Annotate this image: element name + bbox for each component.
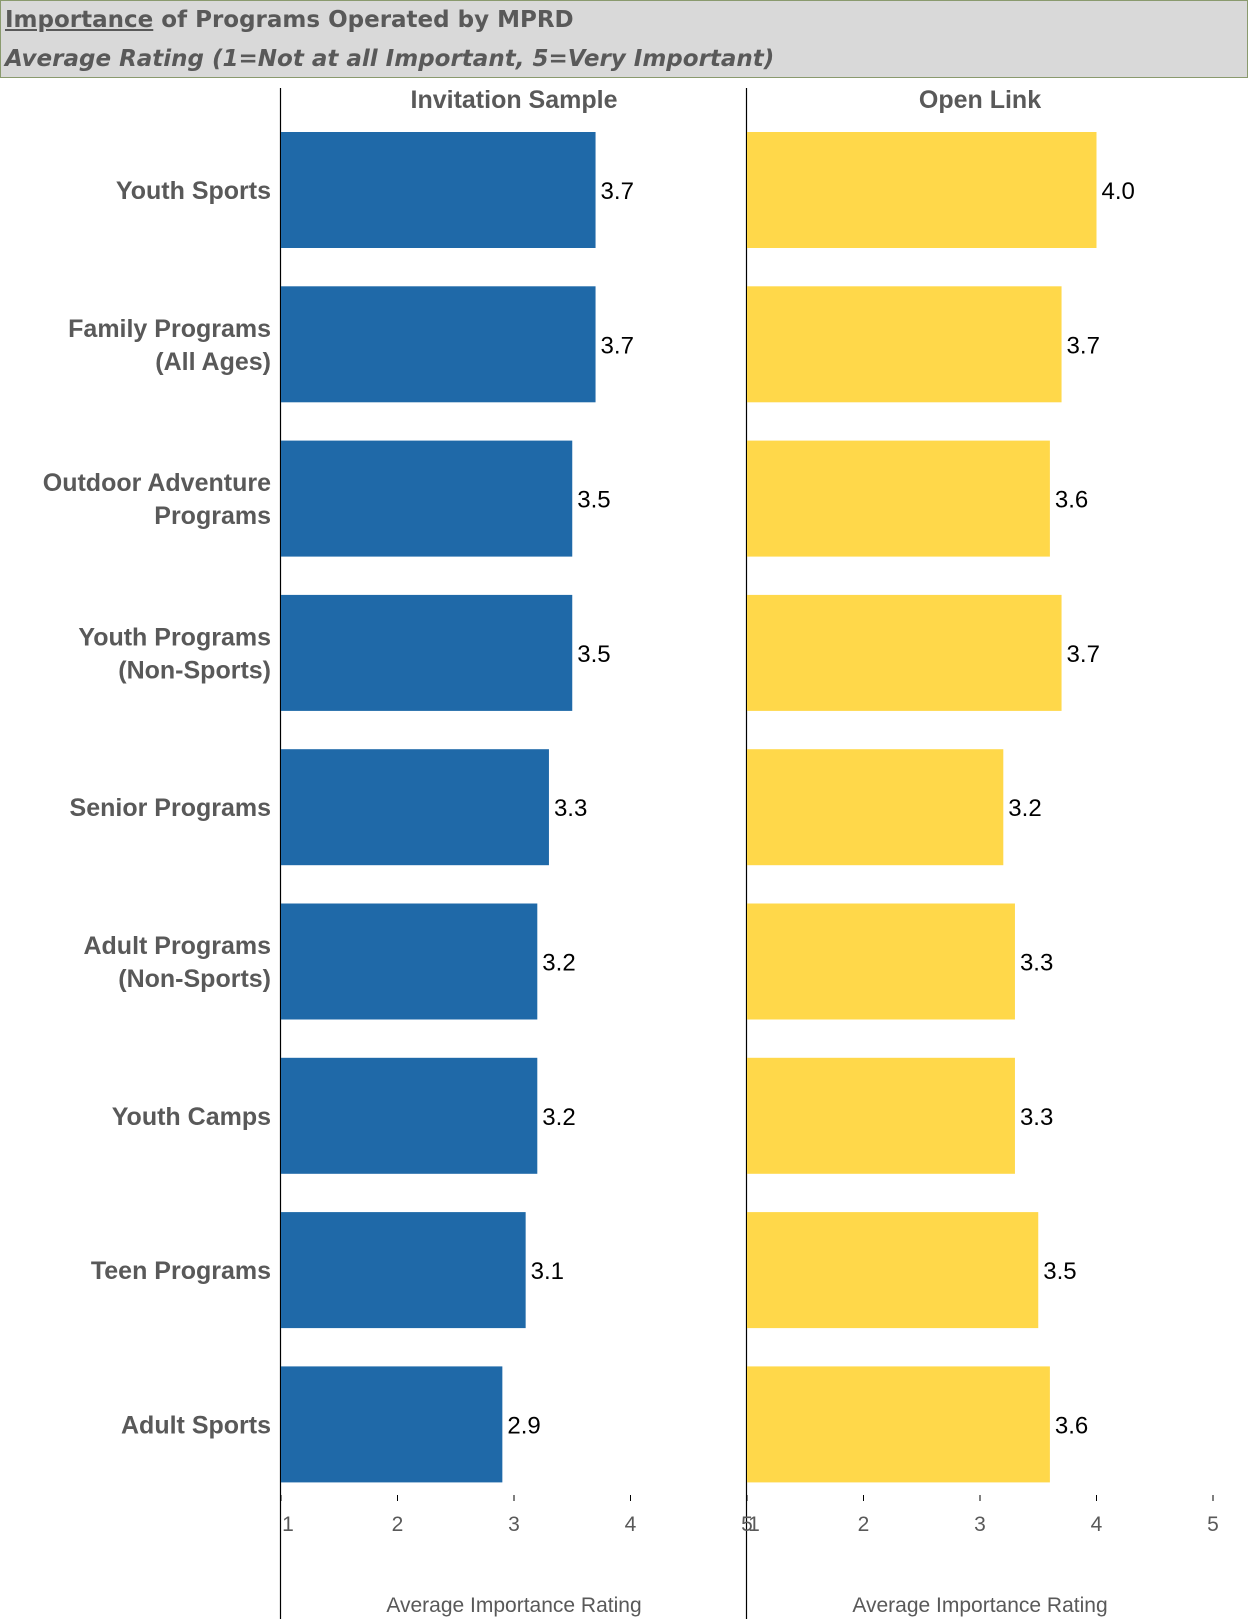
x-tick-label: 3 (974, 1513, 986, 1536)
data-label: 3.5 (577, 487, 610, 514)
data-label: 3.7 (1067, 332, 1100, 359)
bar (747, 132, 1097, 248)
data-label: 3.2 (542, 950, 575, 977)
bar (747, 440, 1050, 557)
x-axis-label: Average Importance Rating (386, 1594, 641, 1617)
panel-title: Open Link (919, 86, 1041, 114)
x-tick-label: 4 (1091, 1513, 1103, 1536)
category-label: Youth Camps (112, 1103, 271, 1131)
category-label: Youth Programs (Non-Sports) (78, 623, 271, 684)
category-label: Youth Sports (116, 177, 271, 205)
chart-subtitle: Average Rating (1=Not at all Important, … (5, 46, 775, 72)
bar (747, 1057, 1015, 1174)
x-axis-label: Average Importance Rating (852, 1594, 1107, 1617)
title-highlight: Importance (5, 7, 154, 33)
category-label: Teen Programs (91, 1257, 271, 1285)
panel-title: Invitation Sample (411, 86, 618, 114)
bar (281, 1057, 538, 1174)
data-label: 4.0 (1102, 178, 1135, 205)
bar (747, 1366, 1050, 1483)
x-tick-label: 2 (858, 1513, 870, 1536)
bar (281, 132, 596, 248)
bar (747, 594, 1062, 711)
x-tick-label: 1 (748, 1513, 760, 1536)
data-label: 3.7 (601, 332, 634, 359)
data-label: 3.3 (554, 795, 587, 822)
data-label: 3.1 (531, 1258, 564, 1285)
data-label: 3.6 (1055, 1412, 1088, 1439)
data-label: 3.5 (577, 641, 610, 668)
data-label: 3.7 (1067, 641, 1100, 668)
data-label: 3.5 (1043, 1258, 1076, 1285)
bar (281, 440, 573, 557)
data-label: 3.2 (1008, 795, 1041, 822)
chart-title: Importance of Programs Operated by MPRD (5, 7, 574, 33)
bar (281, 594, 573, 711)
data-label: 3.3 (1020, 1104, 1053, 1131)
x-tick-label: 5 (741, 1513, 753, 1536)
data-label: 3.3 (1020, 950, 1053, 977)
x-tick-label: 1 (282, 1513, 294, 1536)
data-label: 3.2 (542, 1104, 575, 1131)
bar (281, 749, 549, 866)
bar (747, 286, 1062, 403)
bar (281, 1366, 503, 1483)
bar (747, 903, 1015, 1020)
bar (747, 749, 1004, 866)
data-label: 2.9 (507, 1412, 540, 1439)
bar-chart: Youth Sports Family Programs (All Ages) Out… (43, 86, 1219, 1619)
category-label: Adult Programs (Non-Sports) (83, 932, 271, 993)
chart-header: Importance of Programs Operated by MPRD … (0, 0, 1248, 78)
bar (281, 903, 538, 1020)
title-rest: of Programs Operated by MPRD (153, 7, 574, 33)
data-label: 3.6 (1055, 487, 1088, 514)
bar (747, 1212, 1039, 1329)
data-label: 3.7 (601, 178, 634, 205)
bar (281, 1212, 526, 1329)
x-tick-label: 3 (508, 1513, 520, 1536)
x-tick-label: 5 (1207, 1513, 1219, 1536)
category-label: Senior Programs (70, 794, 271, 822)
bar (281, 286, 596, 403)
category-label: Outdoor Adventure Programs (43, 469, 271, 530)
x-tick-label: 2 (392, 1513, 404, 1536)
x-tick-label: 4 (625, 1513, 637, 1536)
category-label: Adult Sports (121, 1411, 271, 1439)
category-label: Family Programs (All Ages) (68, 315, 271, 376)
